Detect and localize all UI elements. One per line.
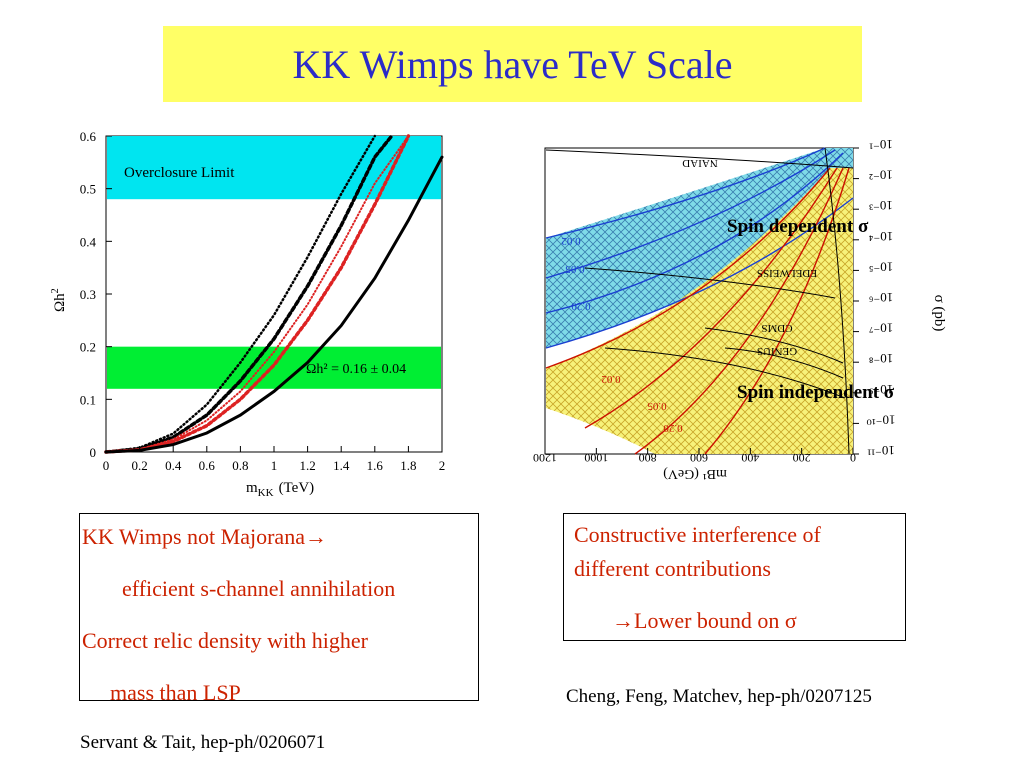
- y-tick-label: 0.6: [80, 129, 97, 144]
- spin-independent-label: Spin independent σ: [737, 382, 895, 403]
- y-tick-label: 10⁻⁴: [868, 229, 893, 244]
- experiment-limit-curve: [724, 347, 844, 379]
- curve-red-dotted: [105, 135, 410, 453]
- x-tick-label: 2: [439, 458, 446, 473]
- spin-dependent-label: Spin dependent σ: [727, 216, 869, 237]
- y-tick-label: 10⁻¹⁰: [867, 412, 896, 427]
- cdms-label: CDMS: [761, 322, 792, 334]
- x-tick-label: 1.4: [333, 458, 350, 473]
- curve-black-dashed: [104, 134, 394, 454]
- edelweiss-label: EDELWEISS: [757, 267, 817, 279]
- experiment-limit-curve: [704, 327, 844, 364]
- note-line-4: mass than LSP: [110, 680, 241, 705]
- y-tick-label: 10⁻²: [869, 168, 893, 183]
- naiad-label: NAIAD: [682, 157, 717, 169]
- red-curve-label: 0.05: [647, 400, 667, 412]
- y-tick-label: 10⁻¹¹: [867, 443, 895, 458]
- curve-black-solid: [104, 155, 444, 454]
- x-tick-label: 1.8: [400, 458, 416, 473]
- relic-density-chart: 0 0.2 0.4 0.6 0.8 1 1.2 1.4 1.6 1.8 2 0 0.1 0.2 0.3 0.4…: [50, 129, 446, 499]
- curve-red-dashed: [104, 134, 411, 454]
- y-tick-label: 0.4: [80, 234, 97, 249]
- band-1: [107, 346, 441, 389]
- x-tick-label: 600: [690, 451, 708, 465]
- x-tick-label: 1: [271, 458, 278, 473]
- x-tick-label: 0.2: [131, 458, 147, 473]
- relic-band-label: Ωh² = 0.16 ± 0.04: [306, 362, 406, 377]
- spin-independent-curve: [704, 167, 850, 455]
- blue-curve-label: 0.02: [561, 235, 580, 247]
- y-tick-label: 0.5: [80, 182, 96, 197]
- x-tick-label: 0.8: [232, 458, 248, 473]
- experiment-limit-curve: [584, 267, 836, 299]
- blue-curve-label: 0.20: [571, 300, 591, 312]
- x-tick-label: 0: [850, 451, 856, 465]
- experiment-limit-curve: [604, 347, 846, 399]
- y-tick-label: 10⁻⁵: [869, 259, 893, 274]
- note-line-1: KK Wimps not Majorana→: [82, 524, 327, 549]
- x-tick-label: 0: [103, 458, 110, 473]
- note-line-3: →Lower bound on σ: [612, 608, 797, 633]
- slide-title: KK Wimps have TeV Scale: [292, 41, 733, 87]
- note-line-2: efficient s-channel annihilation: [122, 576, 396, 601]
- x-tick-label: 1200: [533, 451, 557, 465]
- blue-curve-label: 0.05: [565, 263, 585, 275]
- x-tick-label: 0.6: [199, 458, 216, 473]
- y-axis-label: σ (pb): [931, 295, 947, 332]
- y-tick-label: 10⁻⁷: [869, 321, 893, 336]
- x-tick-label: 200: [793, 451, 811, 465]
- y-tick-label: 10⁻⁸: [868, 351, 893, 366]
- title-banner: KK Wimps have TeV Scale: [163, 26, 862, 102]
- spin-dependent-curve: [545, 152, 844, 314]
- red-curve-label: 0.02: [601, 373, 620, 385]
- cross-section-chart: NAIAD EDELWEISS CDMS GENIUS 0.02 0.05 0.20 0.02…: [533, 137, 947, 481]
- note-line-3: Correct relic density with higher: [82, 628, 368, 653]
- x-tick-label: 0.4: [165, 458, 182, 473]
- note-line-1: Constructive interference of: [574, 522, 821, 547]
- spin-dependent-curve: [545, 197, 854, 349]
- citation-left: Servant & Tait, hep-ph/0206071: [80, 732, 326, 753]
- x-tick-label: 1000: [584, 451, 608, 465]
- left-note-box: KK Wimps not Majorana→ efficient s-chann…: [79, 513, 479, 705]
- overclosure-label: Overclosure Limit: [124, 165, 235, 181]
- genius-label: GENIUS: [757, 345, 797, 357]
- y-tick-label: 0: [90, 445, 97, 460]
- spin-independent-curve: [584, 167, 838, 429]
- citation-right: Cheng, Feng, Matchev, hep-ph/0207125: [566, 686, 872, 707]
- spin-independent-curve: [545, 167, 831, 369]
- x-tick-label: 1.2: [299, 458, 315, 473]
- y-tick-label: 10⁻³: [869, 198, 893, 213]
- y-tick-label: 10⁻⁶: [869, 290, 893, 305]
- experiment-limit-curve: [545, 149, 854, 169]
- spin-independent-curve: [634, 167, 844, 455]
- y-tick-label: 0.2: [80, 340, 96, 355]
- x-tick-label: 800: [639, 451, 657, 465]
- curve-black-dotted: [104, 134, 377, 454]
- red-curve-label: 0.20: [663, 422, 683, 434]
- y-axis-label: Ωh2: [50, 288, 68, 312]
- y-tick-label: 10⁻⁹: [868, 382, 893, 397]
- spin-dependent-curve: [545, 147, 826, 239]
- y-tick-label: 0.1: [80, 392, 96, 407]
- y-tick-label: 10⁻¹: [869, 137, 893, 152]
- right-note-box: Constructive interference of different c…: [563, 513, 906, 641]
- x-axis-label: mB¹ (GeV): [663, 466, 727, 481]
- y-tick-label: 0.3: [80, 287, 96, 302]
- x-tick-label: 400: [741, 451, 759, 465]
- x-tick-label: 1.6: [367, 458, 384, 473]
- x-axis-label: mKK (TeV): [246, 480, 314, 499]
- note-line-2: different contributions: [574, 556, 771, 581]
- spin-dependent-curve: [545, 149, 836, 279]
